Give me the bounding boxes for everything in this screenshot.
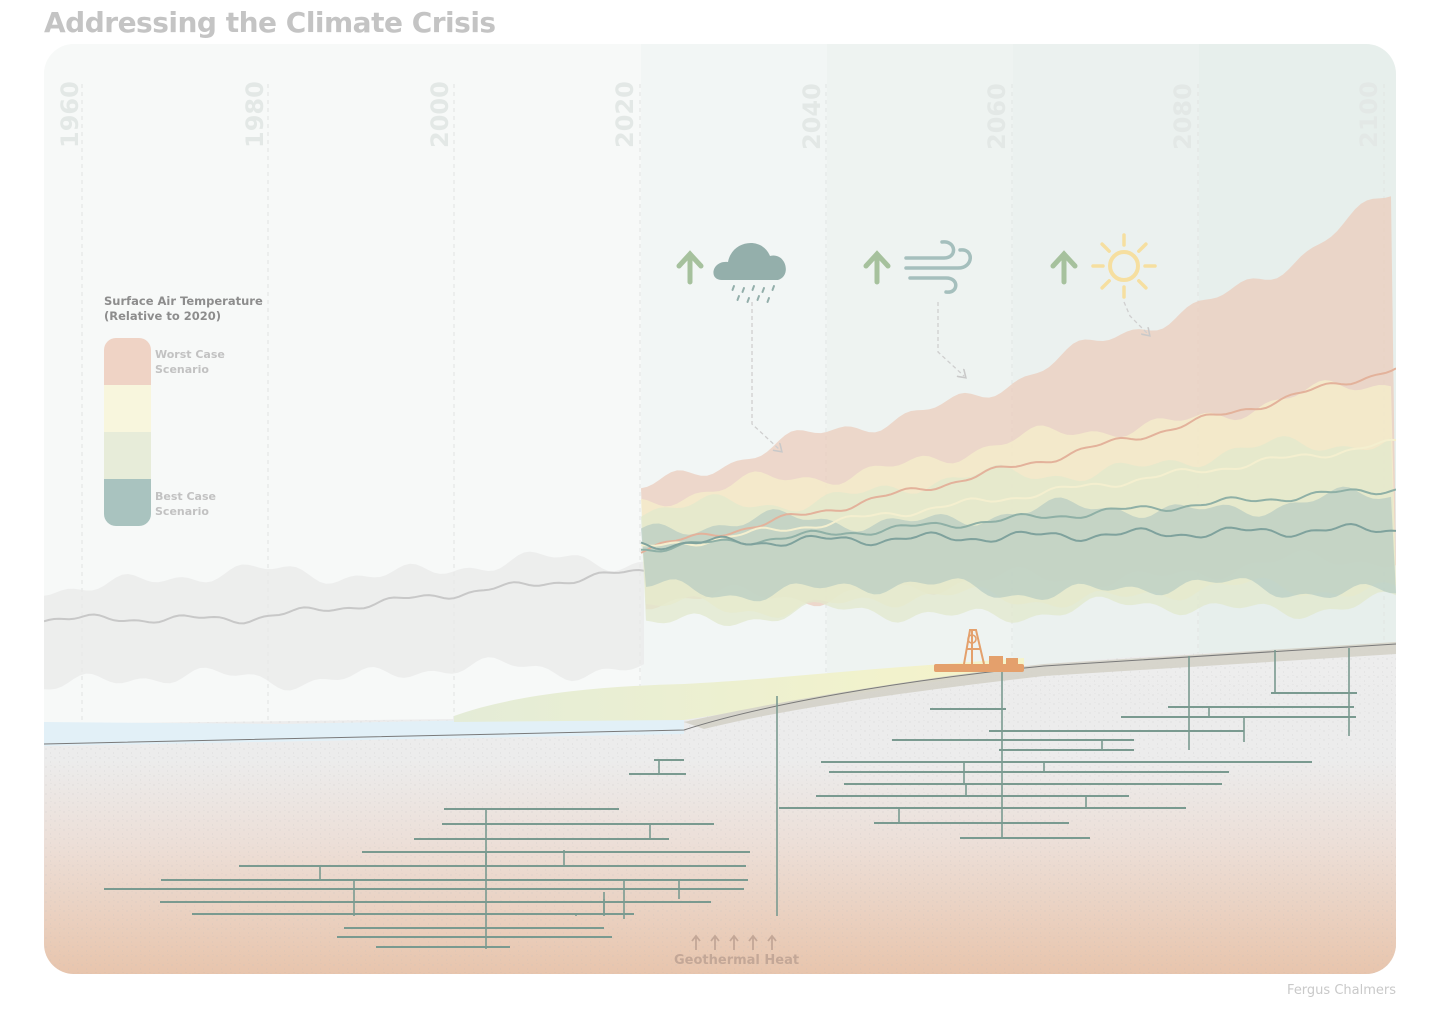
geothermal-arrow-icon (691, 934, 701, 950)
raindrop (731, 285, 735, 291)
sun-core (1108, 250, 1140, 282)
raindrop (746, 297, 750, 303)
cloud-shape (713, 243, 786, 280)
raindrop (761, 287, 765, 293)
up-arrow-icon (863, 250, 891, 285)
year-label-2060: 2060 (983, 83, 1011, 150)
legend-swatch-mid (104, 432, 151, 479)
legend-swatch-best (104, 479, 151, 526)
geothermal-arrow-icon (767, 934, 777, 950)
wind-icon (904, 240, 972, 294)
rig-shed (989, 656, 1003, 664)
geothermal-arrow-icon (748, 934, 758, 950)
best-case-band (641, 486, 1396, 602)
wind-stroke (904, 240, 956, 260)
rain-callout-arrow (751, 302, 780, 450)
year-label-2020: 2020 (611, 81, 639, 148)
ocean-strip (44, 716, 684, 746)
year-label-2080: 2080 (1169, 83, 1197, 150)
legend-best-line2: Scenario (155, 505, 209, 518)
year-label-1960: 1960 (56, 81, 84, 148)
coastal-plain (454, 658, 1024, 722)
wind-stroke (904, 248, 972, 270)
legend-best-line1: Best Case (155, 490, 216, 503)
rain-cloud-icon (713, 243, 786, 303)
legend-title-line2: (Relative to 2020) (104, 309, 222, 323)
up-arrow-icon (676, 250, 704, 285)
rig-wheel (967, 634, 977, 644)
historic-temperature-band (44, 551, 644, 691)
geothermal-arrow-icon (710, 934, 720, 950)
page-title: Addressing the Climate Crisis (44, 6, 496, 39)
raindrop (741, 287, 745, 293)
historic-temperature-line (44, 568, 645, 625)
legend-title-line1: Surface Air Temperature (104, 294, 263, 308)
year-label-2000: 2000 (426, 81, 454, 148)
raindrop (766, 297, 770, 303)
sun-callout-arrow (1123, 301, 1148, 334)
legend-label-best: Best Case Scenario (155, 489, 235, 519)
sun-ray (1100, 279, 1111, 290)
legend-swatch-worst (104, 338, 151, 385)
legend-title: Surface Air Temperature (Relative to 202… (104, 294, 263, 324)
climate-infographic-panel: 1960 1980 2000 2020 2040 2060 2080 2100 … (44, 44, 1396, 974)
year-label-2100: 2100 (1355, 81, 1383, 148)
legend-worst-line2: Scenario (155, 363, 209, 376)
year-label-2040: 2040 (798, 83, 826, 150)
sun-ray (1137, 279, 1148, 290)
sun-ray (1100, 242, 1111, 253)
high-emission-line (641, 438, 1396, 547)
worst-case-line (640, 367, 1396, 554)
geothermal-arrow-icon (729, 934, 739, 950)
raindrop (771, 285, 775, 291)
legend-worst-line1: Worst Case (155, 348, 225, 361)
sun-icon (1091, 233, 1157, 299)
rig-tank (1006, 658, 1018, 664)
rig-platform (934, 664, 1024, 672)
year-label-1980: 1980 (241, 81, 269, 148)
best-case-line (640, 522, 1396, 551)
mid-emission-line (641, 488, 1396, 553)
geothermal-heat-label: Geothermal Heat (674, 953, 800, 968)
infographic-canvas (44, 44, 1396, 974)
sun-ray (1137, 242, 1148, 253)
wind-stroke (908, 276, 958, 294)
up-arrow-icon (1050, 250, 1078, 285)
legend-label-worst: Worst Case Scenario (155, 347, 235, 377)
legend-color-scale (104, 338, 151, 526)
ground-surface-layer (684, 642, 1396, 729)
legend-swatch-high (104, 385, 151, 432)
author-credit: Fergus Chalmers (1287, 983, 1396, 998)
raindrop (751, 285, 755, 291)
raindrop (736, 295, 740, 301)
raindrop (756, 295, 760, 301)
wind-callout-arrow (937, 302, 964, 376)
